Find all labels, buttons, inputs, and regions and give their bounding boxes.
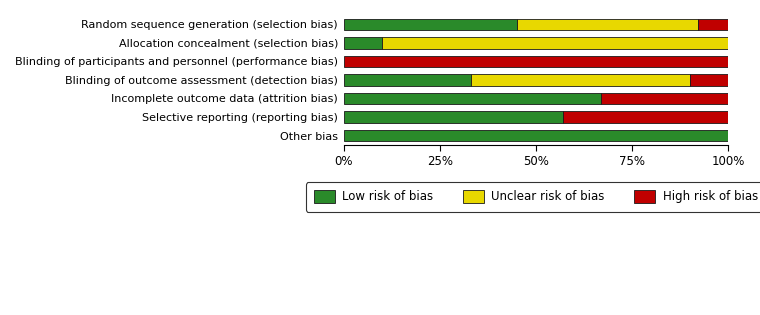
Bar — [344, 56, 728, 67]
Legend: Low risk of bias, Unclear risk of bias, High risk of bias: Low risk of bias, Unclear risk of bias, … — [306, 182, 760, 212]
Bar — [344, 111, 563, 123]
Bar — [470, 74, 690, 86]
Bar — [563, 111, 728, 123]
Bar — [344, 74, 470, 86]
Bar — [344, 130, 728, 141]
Bar — [344, 93, 601, 104]
Bar — [690, 74, 728, 86]
Bar — [601, 93, 728, 104]
Bar — [344, 19, 517, 30]
Bar — [344, 37, 382, 49]
Bar — [382, 37, 728, 49]
Bar — [698, 19, 728, 30]
Bar — [517, 19, 698, 30]
